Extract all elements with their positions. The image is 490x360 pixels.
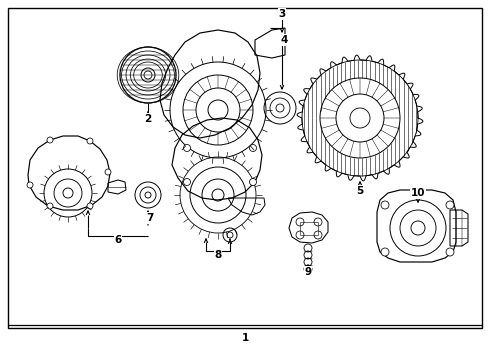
Circle shape [87,203,93,209]
Circle shape [249,144,256,152]
Bar [8,8,482,328]
Circle shape [249,179,256,185]
Circle shape [381,248,389,256]
Text: 4: 4 [280,35,288,45]
Circle shape [27,182,33,188]
Text: 2: 2 [145,114,151,124]
Text: 5: 5 [356,186,364,196]
Text: 9: 9 [304,267,312,277]
Circle shape [381,201,389,209]
Text: 1: 1 [242,333,248,343]
Text: 8: 8 [215,250,221,260]
Circle shape [446,201,454,209]
Text: 7: 7 [147,213,154,223]
Circle shape [47,203,53,209]
Circle shape [47,137,53,143]
Text: 10: 10 [411,188,425,198]
Text: 6: 6 [114,235,122,245]
Circle shape [183,144,191,152]
Text: 3: 3 [278,9,286,19]
Circle shape [87,138,93,144]
Circle shape [105,169,111,175]
Circle shape [446,248,454,256]
Circle shape [183,179,191,185]
